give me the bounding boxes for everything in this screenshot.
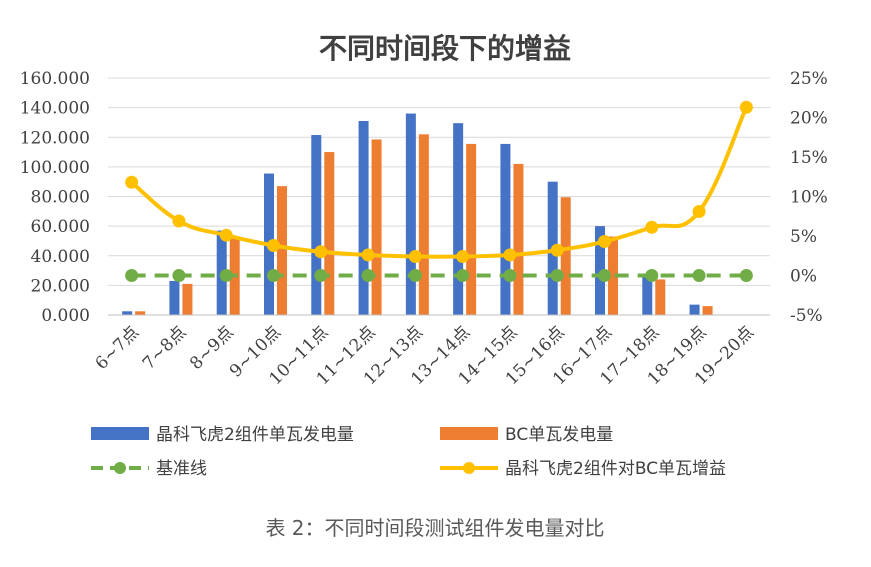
legend-marker-baseline <box>114 462 126 474</box>
right-tick-label: 0% <box>790 267 817 287</box>
bar-jinko-1 <box>169 280 180 315</box>
baseline-point-3 <box>267 269 280 282</box>
baseline-point-7 <box>456 269 470 282</box>
bar-bc-5 <box>371 139 382 315</box>
bar-jinko-11 <box>642 274 653 315</box>
legend-swatch-bc-power <box>440 427 498 440</box>
legend-item-bc-power: BC单瓦发电量 <box>440 425 613 445</box>
bar-bc-4 <box>324 152 335 315</box>
right-tick-label: 10% <box>790 188 828 208</box>
baseline-point-0 <box>125 269 139 282</box>
baseline-point-10 <box>598 269 611 282</box>
left-axis: 0.000 20.000 40.000 60.000 80.000 100.000 120.… <box>20 69 90 326</box>
gain-point-0 <box>125 175 139 189</box>
bar-jinko-7 <box>453 123 464 315</box>
series-lines <box>125 100 753 282</box>
legend-item-gain: 晶科飞虎2组件对BC单瓦增益 <box>440 459 726 479</box>
baseline-point-8 <box>503 269 517 282</box>
baseline-point-9 <box>550 269 564 282</box>
legend-item-jinko-power: 晶科飞虎2组件单瓦发电量 <box>91 425 354 445</box>
gain-point-3 <box>267 238 280 252</box>
baseline-point-13 <box>739 269 753 282</box>
gain-point-10 <box>598 235 611 249</box>
bar-jinko-10 <box>595 226 605 315</box>
bar-jinko-8 <box>500 143 511 315</box>
baseline-point-11 <box>645 269 659 282</box>
left-tick-label: 160.000 <box>20 69 90 89</box>
bar-jinko-5 <box>358 120 369 315</box>
bar-bc-7 <box>466 143 477 315</box>
x-tick-label: 6~7点 <box>92 322 144 374</box>
left-tick-label: 100.000 <box>20 158 90 178</box>
bar-bc-1 <box>182 283 193 315</box>
baseline-point-5 <box>361 269 375 282</box>
legend-label-baseline: 基准线 <box>156 459 207 479</box>
gain-point-2 <box>219 228 233 242</box>
right-tick-label: 25% <box>790 69 828 89</box>
gain-point-13 <box>739 100 753 114</box>
bar-bc-6 <box>418 134 429 315</box>
baseline-point-12 <box>692 269 706 282</box>
baseline-point-1 <box>172 269 186 282</box>
legend-marker-gain <box>463 462 475 474</box>
bars <box>122 113 713 315</box>
gain-point-11 <box>645 220 659 234</box>
left-tick-label: 60.000 <box>31 217 90 237</box>
baseline-point-6 <box>408 269 422 282</box>
left-tick-label: 140.000 <box>20 99 90 119</box>
legend-item-baseline: 基准线 <box>91 459 207 479</box>
bar-jinko-4 <box>311 135 322 315</box>
gain-point-8 <box>503 248 517 262</box>
right-axis: -5% 0% 5% 10% 15% 20% 25% <box>790 69 828 326</box>
x-tick-label: 7~8点 <box>139 322 191 374</box>
bar-bc-11 <box>655 279 666 315</box>
legend-label-bc-power: BC单瓦发电量 <box>505 425 613 445</box>
gain-point-4 <box>314 245 328 259</box>
left-tick-label: 120.000 <box>20 128 90 148</box>
bar-bc-3 <box>277 186 287 315</box>
figure-caption: 表 2：不同时间段测试组件发电量对比 <box>265 516 604 540</box>
right-tick-label: 5% <box>790 227 817 247</box>
bar-jinko-0 <box>122 311 133 315</box>
gain-point-9 <box>550 243 564 257</box>
legend-label-jinko-power: 晶科飞虎2组件单瓦发电量 <box>156 425 354 445</box>
gain-point-1 <box>172 214 186 228</box>
legend: 晶科飞虎2组件单瓦发电量 BC单瓦发电量 基准线 晶科飞虎2组件对BC单瓦增益 <box>91 425 726 479</box>
right-tick-label: 15% <box>790 148 828 168</box>
bar-jinko-6 <box>405 113 416 315</box>
legend-swatch-jinko-power <box>91 427 149 440</box>
legend-label-gain: 晶科飞虎2组件对BC单瓦增益 <box>505 459 726 479</box>
left-tick-label: 40.000 <box>31 247 90 267</box>
gridlines <box>108 77 770 316</box>
bar-bc-12 <box>702 306 713 315</box>
right-tick-label: -5% <box>790 306 823 326</box>
right-tick-label: 20% <box>790 109 828 129</box>
gain-point-7 <box>456 250 470 264</box>
bar-bc-0 <box>135 311 146 315</box>
gain-point-5 <box>361 248 375 262</box>
bar-bc-8 <box>513 163 524 315</box>
bar-bc-10 <box>608 236 618 315</box>
left-tick-label: 0.000 <box>41 306 90 326</box>
bar-bc-9 <box>560 197 571 315</box>
baseline-point-4 <box>314 269 328 282</box>
left-tick-label: 20.000 <box>31 276 90 296</box>
baseline-point-2 <box>219 269 233 282</box>
left-tick-label: 80.000 <box>31 188 90 208</box>
chart-title: 不同时间段下的增益 <box>319 32 571 65</box>
x-axis: 6~7点7~8点8~9点9~10点10~11点11~12点12~13点13~14… <box>92 314 770 389</box>
gain-point-12 <box>692 205 706 219</box>
gain-point-6 <box>408 250 422 264</box>
bar-jinko-12 <box>689 304 700 315</box>
